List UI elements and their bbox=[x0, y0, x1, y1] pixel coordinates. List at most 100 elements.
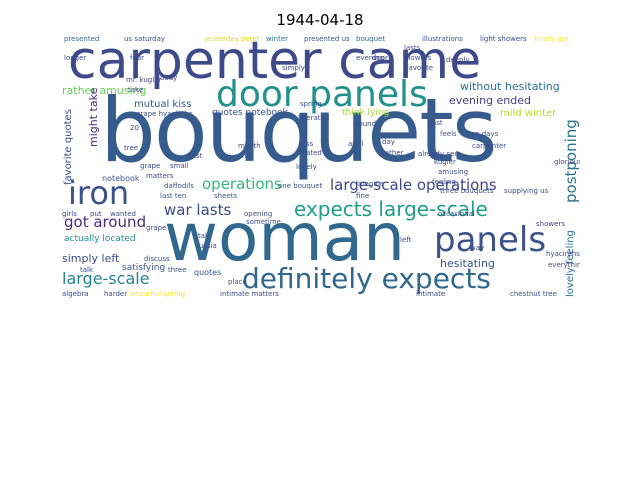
word-three-bouquets: three bouquets bbox=[440, 187, 494, 195]
word-algebra: algebra bbox=[62, 290, 89, 298]
word-operations: operations bbox=[202, 175, 282, 193]
word-20: 20 bbox=[130, 124, 139, 132]
word-located: located bbox=[296, 149, 322, 157]
word-occasional: occasional bbox=[438, 210, 475, 218]
word-woman: woman bbox=[164, 199, 405, 276]
word-door-panels: door panels bbox=[216, 74, 428, 115]
word-hesitating: hesitating bbox=[440, 257, 495, 270]
word-got-around: got around bbox=[64, 213, 147, 231]
word-light-showers: light showers bbox=[480, 35, 527, 43]
word-put: put bbox=[90, 210, 102, 218]
word-place: place bbox=[228, 278, 247, 286]
word-expects-large-scale: expects large-scale bbox=[294, 197, 488, 221]
word-ended: rather bbox=[382, 149, 404, 157]
word-already-see: already see bbox=[418, 150, 459, 158]
word-winter: winter bbox=[266, 35, 289, 43]
word-grape-hyacinths: grape hyacinths bbox=[136, 110, 193, 118]
word-bouquets: bouquets bbox=[100, 79, 498, 182]
word-illustrations: illustrations bbox=[422, 35, 463, 43]
word-one-bouquet: one bouquet bbox=[278, 182, 323, 190]
word-tree: tree bbox=[124, 144, 139, 152]
word-kugler: kugler bbox=[434, 158, 456, 166]
word-opening: opening bbox=[244, 210, 273, 218]
word-matters: matters bbox=[146, 172, 174, 180]
word-mr-kugler: mr. kugler bbox=[126, 76, 162, 84]
word-glorious: glorious bbox=[554, 158, 580, 166]
word-everything: everything bbox=[548, 261, 580, 269]
word-quotes-notebook: quotes notebook bbox=[212, 108, 288, 118]
word-showers: way bbox=[470, 244, 485, 252]
word-kiss: kiss bbox=[300, 140, 314, 148]
word-favorite: favorite bbox=[406, 64, 434, 72]
word-large-scale: large-scale bbox=[62, 269, 150, 288]
word-sheets: sheets bbox=[214, 192, 238, 200]
word-harder: harder bbox=[104, 290, 128, 298]
word-last: last bbox=[430, 119, 443, 127]
word-large-scale-operations: large-scale operations bbox=[330, 176, 497, 194]
word-sometime: sometime bbox=[246, 218, 281, 226]
word-way: left bbox=[400, 236, 412, 244]
word-favorite-quotes: favorite quotes bbox=[63, 109, 74, 185]
word-without-hesitating: without hesitating bbox=[460, 80, 560, 93]
word-discuss: discuss bbox=[144, 255, 170, 263]
word-hyacinths: hyacinths bbox=[546, 250, 580, 258]
word-supplying-us: supplying us bbox=[504, 187, 549, 195]
word-flowers: flowers bbox=[406, 54, 432, 62]
chart-title: 1944-04-18 bbox=[276, 11, 364, 29]
word-lasts: lasts bbox=[404, 44, 421, 52]
word-rather-amusing: rather amusing bbox=[62, 84, 147, 97]
word-carpenter: carpenter bbox=[472, 142, 507, 150]
word-spring: spring bbox=[300, 100, 322, 108]
word-actually-located: actually located bbox=[64, 234, 136, 244]
word-rather: showers bbox=[536, 220, 565, 228]
word-small: small bbox=[170, 162, 189, 170]
word-girls: girls bbox=[62, 210, 77, 218]
word-left: take bbox=[128, 86, 144, 94]
word-cloud: bouquets carpenter came woman door panel… bbox=[60, 35, 580, 300]
word-three: three bbox=[168, 266, 187, 274]
word-last-ten: last ten bbox=[160, 192, 187, 200]
word-west: west bbox=[186, 152, 203, 160]
word-might-take: might take bbox=[87, 87, 100, 147]
word-evening-ended: evening ended bbox=[449, 94, 531, 107]
word-liberated: liberated bbox=[298, 114, 330, 122]
word-bouquet: bouquet bbox=[356, 35, 386, 43]
word-ten-days: ten days bbox=[468, 130, 499, 138]
word-definitely-expects: definitely expects bbox=[242, 262, 491, 295]
word-april: april bbox=[348, 140, 364, 148]
word-door: door bbox=[372, 54, 388, 62]
word-yesterday-peter: yesterday peter bbox=[204, 35, 260, 43]
word-beautiful-spring: beautiful spring bbox=[130, 290, 186, 298]
word-hot: hot bbox=[242, 152, 254, 160]
word-presented-us: presented us bbox=[304, 35, 350, 43]
word-carpenter-came: carpenter came bbox=[68, 35, 482, 91]
word-us-saturday: us saturday bbox=[124, 35, 166, 43]
word-wanted: wanted bbox=[110, 210, 136, 218]
word-intimate: intimate bbox=[416, 290, 446, 298]
word-feels: feels bbox=[440, 130, 457, 138]
word-talk: talk bbox=[80, 266, 94, 274]
word-found: found bbox=[356, 120, 377, 128]
word-war-lasts: war lasts bbox=[164, 201, 232, 219]
word-deeply: deeply bbox=[446, 56, 470, 64]
word-mouth: mouth bbox=[238, 142, 261, 150]
word-iron: iron bbox=[68, 174, 130, 212]
word-finally-got: finally got bbox=[534, 35, 569, 43]
word-notebook: notebook bbox=[102, 174, 140, 183]
word-panels: panels bbox=[434, 220, 547, 260]
word-lovely: lovely bbox=[296, 163, 317, 171]
word-italy: italy bbox=[196, 232, 212, 240]
word-simply-left: simply left bbox=[62, 252, 120, 265]
word-imagine: imagine bbox=[356, 180, 385, 188]
word-intimate-matters: intimate matters bbox=[220, 290, 279, 298]
word-body: body bbox=[160, 74, 178, 82]
word-daffodils: daffodils bbox=[164, 182, 194, 190]
word-longer: longer bbox=[64, 54, 87, 62]
word-presented: presented bbox=[64, 35, 100, 43]
word-amusing: amusing bbox=[438, 168, 469, 176]
word-grape: grape bbox=[140, 162, 161, 170]
word-think-lying: think lying bbox=[342, 108, 390, 118]
word-quotes: quotes bbox=[194, 268, 222, 277]
word-fine: fine bbox=[356, 192, 370, 200]
word-russia: russia bbox=[196, 242, 217, 250]
